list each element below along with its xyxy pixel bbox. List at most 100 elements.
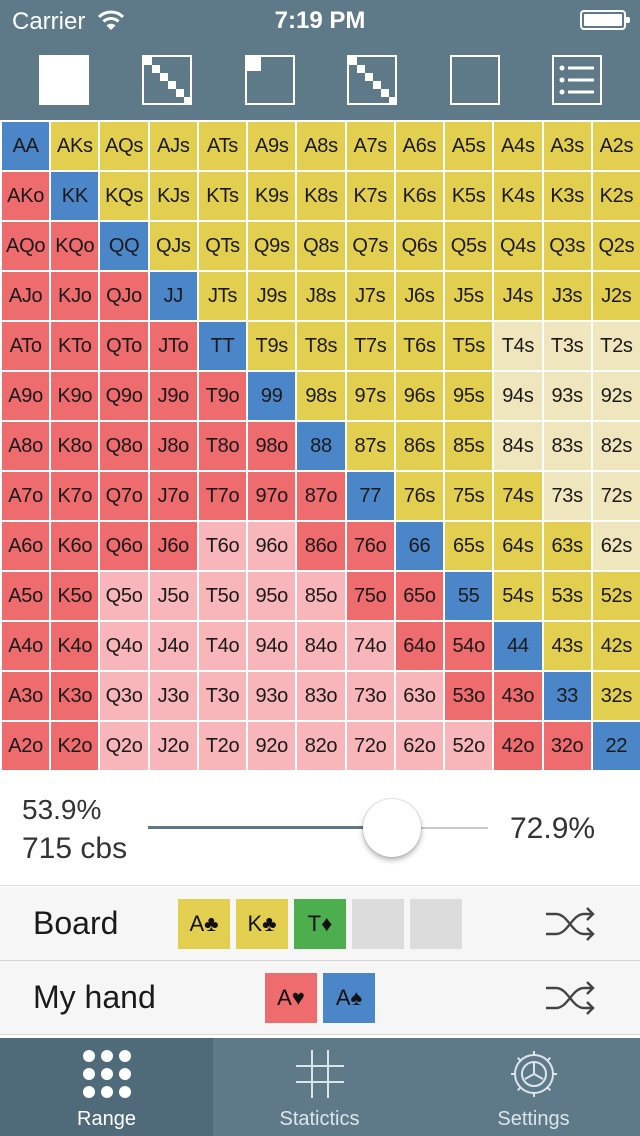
hand-cell[interactable]: A8s <box>297 122 345 170</box>
hand-cell[interactable]: 88 <box>297 422 345 470</box>
hand-cell[interactable]: K6s <box>395 172 444 220</box>
hand-cell[interactable]: J8o <box>149 422 197 470</box>
hand-cell[interactable]: A9s <box>248 122 296 170</box>
hand-cell[interactable]: 97s <box>346 372 394 420</box>
hand-cell[interactable]: KJs <box>149 172 197 220</box>
hand-cell[interactable]: T3s <box>543 322 591 370</box>
tab-statistics[interactable]: Statictics <box>213 1038 426 1136</box>
hand-cell[interactable]: 94s <box>494 372 542 420</box>
hand-cell[interactable]: 87s <box>346 422 394 470</box>
hand-cell[interactable]: K5s <box>445 172 493 220</box>
hand-cell[interactable]: 92o <box>248 722 296 770</box>
hand-cell[interactable]: K7s <box>346 172 394 220</box>
hand-cell[interactable]: 73s <box>543 472 591 520</box>
select-suited-button[interactable] <box>346 54 398 106</box>
hand-cell[interactable]: Q4o <box>100 622 148 670</box>
hand-card-2[interactable]: A♠ <box>323 973 375 1023</box>
hand-cell[interactable]: A9o <box>2 372 50 420</box>
hand-cell[interactable]: A7o <box>2 472 50 520</box>
hand-cell[interactable]: K2o <box>51 722 99 770</box>
hand-cell[interactable]: 74s <box>494 472 542 520</box>
hand-cell[interactable]: K3s <box>543 172 591 220</box>
hand-cell[interactable]: AQs <box>100 122 148 170</box>
hand-cell[interactable]: KQs <box>100 172 148 220</box>
hand-cell[interactable]: 32o <box>543 722 591 770</box>
hand-cell[interactable]: J7o <box>149 472 197 520</box>
hand-cell[interactable]: Q6o <box>100 522 148 570</box>
hand-cell[interactable]: KK <box>51 172 99 220</box>
hand-cell[interactable]: 87o <box>297 472 345 520</box>
select-pairs-button[interactable] <box>141 54 193 106</box>
hand-cell[interactable]: A3o <box>2 672 50 720</box>
hand-cell[interactable]: Q7s <box>346 222 394 270</box>
hand-cell[interactable]: JTo <box>149 322 197 370</box>
hand-cell[interactable]: 86o <box>297 522 345 570</box>
hand-cell[interactable]: T9s <box>248 322 296 370</box>
hand-cell[interactable]: T4s <box>494 322 542 370</box>
hand-cell[interactable]: 43s <box>543 622 591 670</box>
hand-cell[interactable]: A3s <box>543 122 591 170</box>
hand-cell[interactable]: 33 <box>543 672 591 720</box>
hand-cell[interactable]: K2s <box>592 172 640 220</box>
range-list-button[interactable] <box>551 54 603 106</box>
hand-cell[interactable]: JTs <box>198 272 247 320</box>
hand-cell[interactable]: ATs <box>198 122 247 170</box>
hand-cell[interactable]: ATo <box>2 322 50 370</box>
hand-cell[interactable]: T6o <box>198 522 247 570</box>
hand-cell[interactable]: 62s <box>592 522 640 570</box>
hand-cell[interactable]: A5s <box>445 122 493 170</box>
hand-cell[interactable]: J7s <box>346 272 394 320</box>
hand-cell[interactable]: A2s <box>592 122 640 170</box>
hand-cell[interactable]: 22 <box>592 722 640 770</box>
hand-cell[interactable]: 77 <box>346 472 394 520</box>
hand-cell[interactable]: Q5s <box>445 222 493 270</box>
hand-cell[interactable]: A4o <box>2 622 50 670</box>
board-card-5[interactable] <box>410 899 462 949</box>
hand-cell[interactable]: T2o <box>198 722 247 770</box>
hand-cell[interactable]: J3s <box>543 272 591 320</box>
hand-cell[interactable]: T8o <box>198 422 247 470</box>
hand-cell[interactable]: J5s <box>445 272 493 320</box>
tab-settings[interactable]: Settings <box>427 1038 640 1136</box>
hand-cell[interactable]: 95s <box>445 372 493 420</box>
hand-cell[interactable]: T4o <box>198 622 247 670</box>
hand-cell[interactable]: 63s <box>543 522 591 570</box>
hand-cell[interactable]: AKo <box>2 172 50 220</box>
hand-cell[interactable]: TT <box>198 322 247 370</box>
hand-cell[interactable]: 53s <box>543 572 591 620</box>
hand-cell[interactable]: 73o <box>346 672 394 720</box>
hand-cell[interactable]: 62o <box>395 722 444 770</box>
hand-cell[interactable]: T5o <box>198 572 247 620</box>
hand-cell[interactable]: Q4s <box>494 222 542 270</box>
hand-cell[interactable]: K9o <box>51 372 99 420</box>
clear-selection-button[interactable] <box>449 54 501 106</box>
hand-cell[interactable]: K4s <box>494 172 542 220</box>
hand-cell[interactable]: Q9o <box>100 372 148 420</box>
hand-cell[interactable]: 44 <box>494 622 542 670</box>
hand-cell[interactable]: J4s <box>494 272 542 320</box>
hand-cell[interactable]: K3o <box>51 672 99 720</box>
select-top-button[interactable] <box>244 54 296 106</box>
hand-cell[interactable]: K5o <box>51 572 99 620</box>
hand-cell[interactable]: 64s <box>494 522 542 570</box>
hand-cell[interactable]: 75s <box>445 472 493 520</box>
hand-cell[interactable]: QJo <box>100 272 148 320</box>
hand-cell[interactable]: QJs <box>149 222 197 270</box>
hand-cell[interactable]: AKs <box>51 122 99 170</box>
hand-cell[interactable]: 85o <box>297 572 345 620</box>
hand-cell[interactable]: Q6s <box>395 222 444 270</box>
hand-cell[interactable]: 93o <box>248 672 296 720</box>
hand-cell[interactable]: A6o <box>2 522 50 570</box>
hand-cell[interactable]: J5o <box>149 572 197 620</box>
hand-cell[interactable]: J6o <box>149 522 197 570</box>
hand-cell[interactable]: 65s <box>445 522 493 570</box>
hand-cell[interactable]: Q2o <box>100 722 148 770</box>
hand-cell[interactable]: 65o <box>395 572 444 620</box>
hand-cell[interactable]: 95o <box>248 572 296 620</box>
hand-cell[interactable]: 83o <box>297 672 345 720</box>
hand-cell[interactable]: 52o <box>445 722 493 770</box>
hand-cell[interactable]: K8s <box>297 172 345 220</box>
hand-cell[interactable]: A6s <box>395 122 444 170</box>
slider-track-filled[interactable] <box>148 826 392 829</box>
hand-cell[interactable]: 74o <box>346 622 394 670</box>
